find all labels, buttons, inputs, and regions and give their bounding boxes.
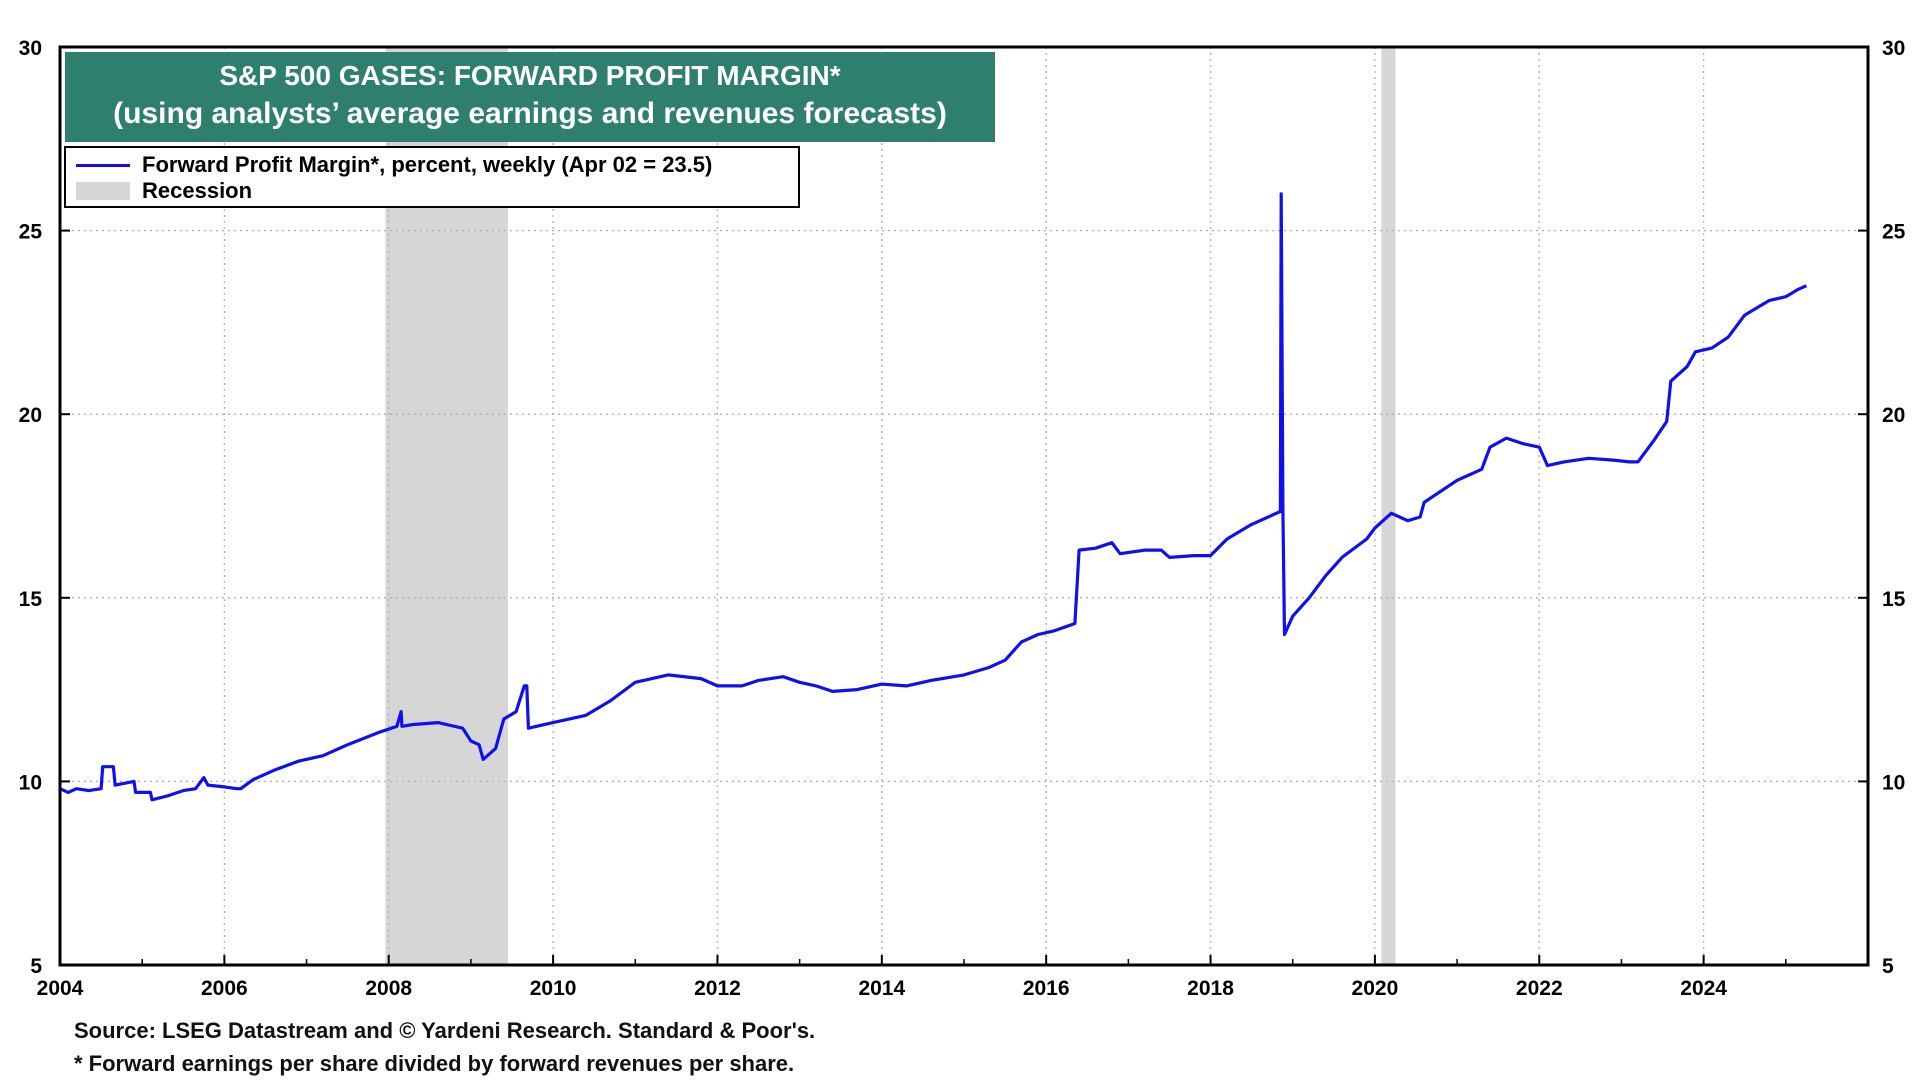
series-line (59, 192, 1808, 802)
y-tick-label-left: 30 (19, 37, 42, 60)
x-tick-label: 2022 (1516, 977, 1563, 1000)
legend-recession-swatch (76, 182, 130, 200)
x-tick-label: 2020 (1352, 977, 1399, 1000)
legend-item-series: Forward Profit Margin*, percent, weekly … (76, 152, 712, 178)
x-tick-label: 2010 (530, 977, 577, 1000)
chart-title: S&P 500 GASES: FORWARD PROFIT MARGIN* (219, 60, 841, 91)
legend-line-swatch (76, 163, 130, 167)
legend-item-recession: Recession (76, 178, 252, 204)
x-tick-label: 2014 (858, 977, 905, 1000)
recession-band (1381, 47, 1396, 965)
y-tick-label-left: 20 (19, 404, 42, 427)
y-tick-label-right: 25 (1882, 221, 1906, 244)
y-tick-label-left: 25 (19, 221, 43, 244)
y-tick-label-right: 5 (1882, 955, 1894, 978)
x-tick-label: 2006 (201, 977, 248, 1000)
y-tick-label-left: 5 (30, 955, 42, 978)
y-tick-label-right: 10 (1882, 771, 1905, 794)
chart-title-box: S&P 500 GASES: FORWARD PROFIT MARGIN* (u… (65, 52, 995, 142)
y-tick-label-left: 10 (19, 771, 42, 794)
y-tick-label-right: 20 (1882, 404, 1905, 427)
y-tick-label-left: 15 (19, 588, 43, 611)
legend-recession-label: Recession (142, 178, 253, 203)
legend-series-label: Forward Profit Margin*, percent, weekly … (142, 152, 713, 177)
x-tick-label: 2016 (1023, 977, 1070, 1000)
grid-lines (60, 47, 1868, 965)
x-tick-label: 2012 (694, 977, 741, 1000)
y-tick-label-right: 15 (1882, 588, 1906, 611)
x-tick-label: 2008 (365, 977, 412, 1000)
x-tick-label: 2018 (1187, 977, 1234, 1000)
source-note: Source: LSEG Datastream and © Yardeni Re… (74, 1018, 816, 1043)
legend: Forward Profit Margin*, percent, weekly … (64, 146, 800, 208)
x-tick-label: 2004 (37, 977, 84, 1000)
series-line-layer (59, 192, 1808, 802)
y-tick-label-right: 30 (1882, 37, 1905, 60)
axis-ticks: 2004 2006 2008 2010 2012 2014 2016 2018 2020 2022… (19, 37, 1906, 1000)
chart-subtitle: (using analysts’ average earnings and re… (113, 97, 947, 130)
x-tick-label: 2024 (1680, 977, 1727, 1000)
footnote: * Forward earnings per share divided by … (74, 1051, 795, 1076)
